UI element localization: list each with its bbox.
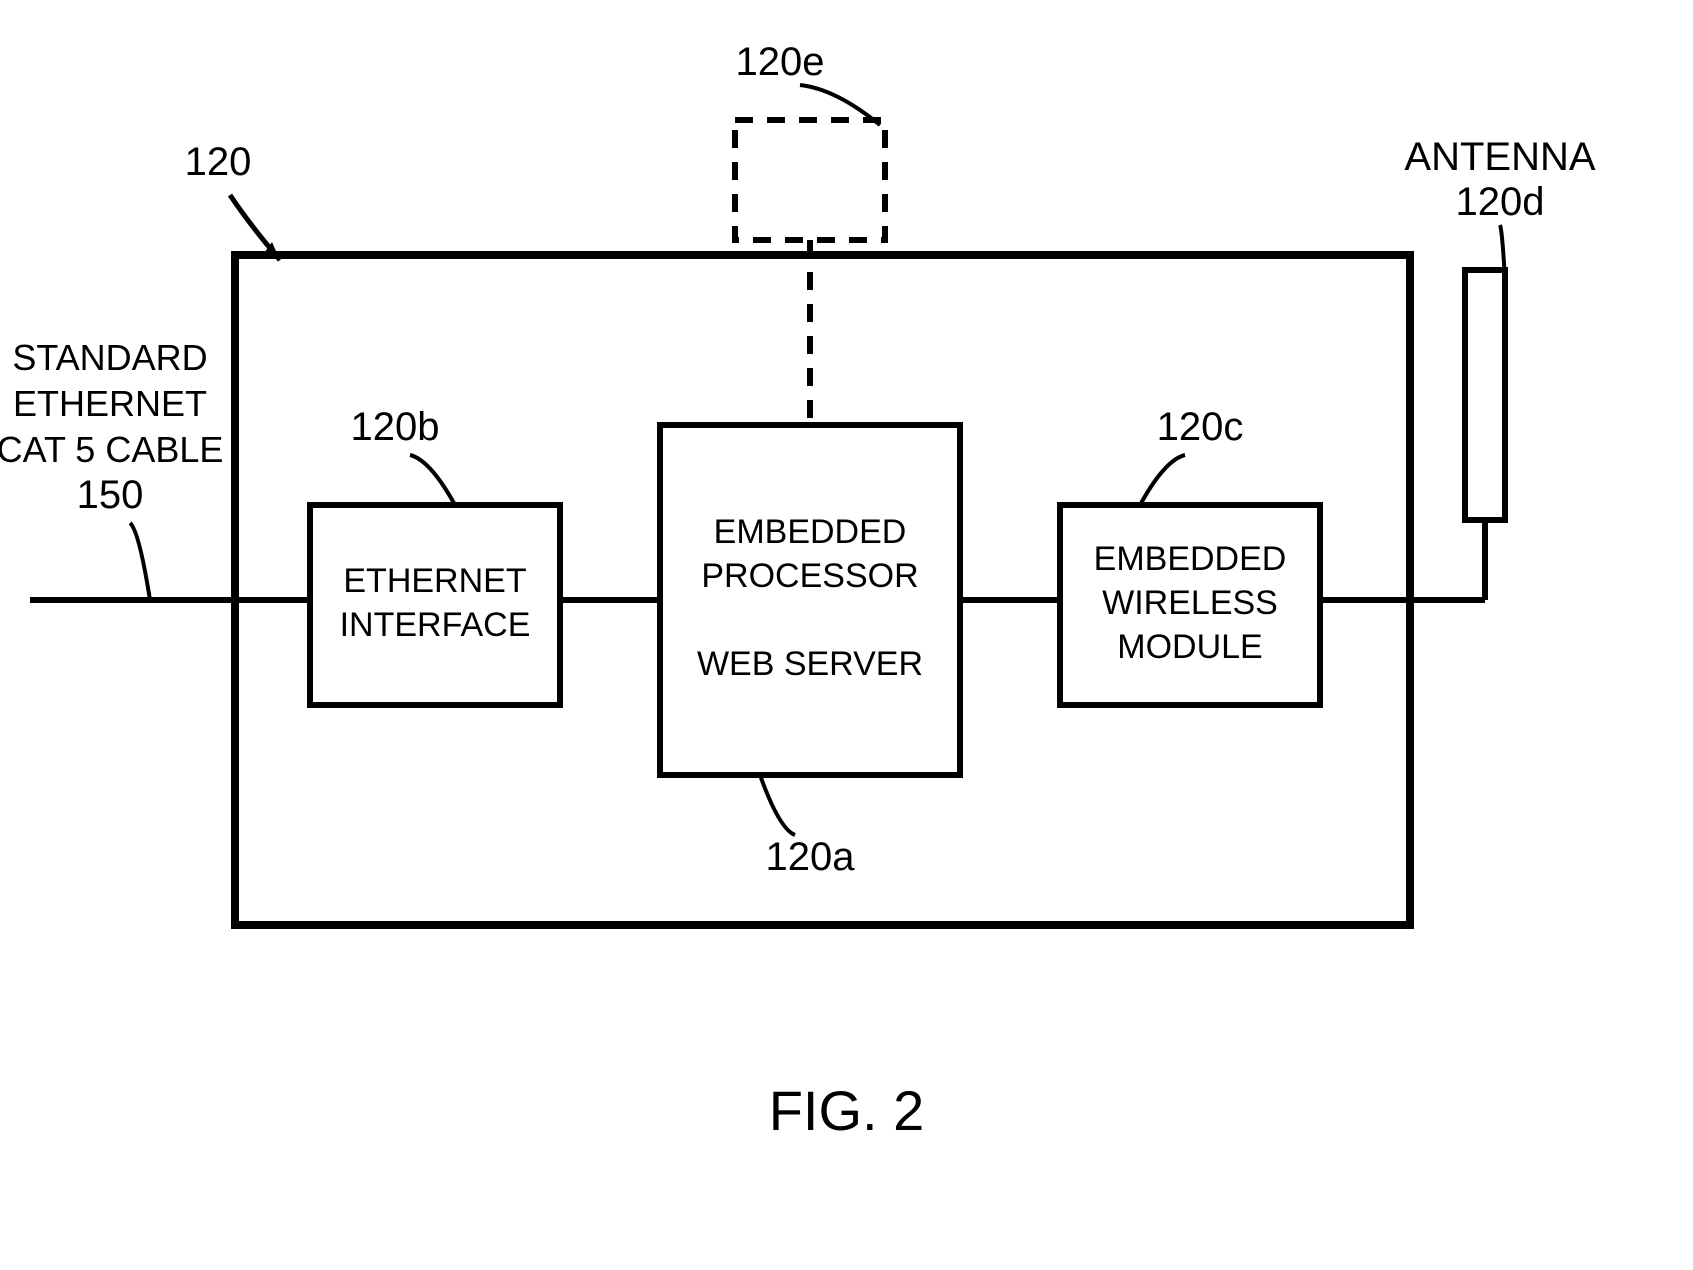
cable-leader [130, 523, 150, 600]
label: INTERFACE [340, 606, 531, 644]
processor-leader [760, 775, 795, 835]
optional-ref: 120e [736, 40, 825, 84]
wireless-leader [1140, 455, 1185, 505]
ethernet-leader [410, 455, 455, 505]
label: WIRELESS [1102, 584, 1278, 622]
label: ETHERNET [343, 562, 526, 600]
ethernet-ref: 120b [351, 405, 440, 449]
processor-label: EMBEDDED PROCESSOR WEB SERVER [697, 513, 923, 683]
cable-label-0: STANDARD [12, 337, 207, 378]
container-ref: 120 [185, 140, 252, 184]
cable-label-1: ETHERNET [13, 383, 207, 424]
antenna-label: ANTENNA [1404, 135, 1595, 179]
label: MODULE [1117, 628, 1262, 666]
wireless-label: EMBEDDED WIRELESS MODULE [1094, 540, 1287, 666]
antenna-box [1465, 270, 1505, 520]
label: PROCESSOR [701, 557, 918, 595]
label: EMBEDDED [1094, 540, 1287, 578]
processor-ref: 120a [766, 835, 856, 879]
cable-ref: 150 [77, 473, 144, 517]
label: EMBEDDED [714, 513, 907, 551]
figure-label: FIG. 2 [769, 1079, 925, 1142]
label: WEB SERVER [697, 645, 923, 683]
cable-label-2: CAT 5 CABLE [0, 429, 223, 470]
antenna-ref: 120d [1456, 180, 1545, 224]
ethernet_if-label: ETHERNET INTERFACE [340, 562, 531, 644]
wireless-ref: 120c [1157, 405, 1244, 449]
processor-box [660, 425, 960, 775]
optional-box [735, 120, 885, 240]
